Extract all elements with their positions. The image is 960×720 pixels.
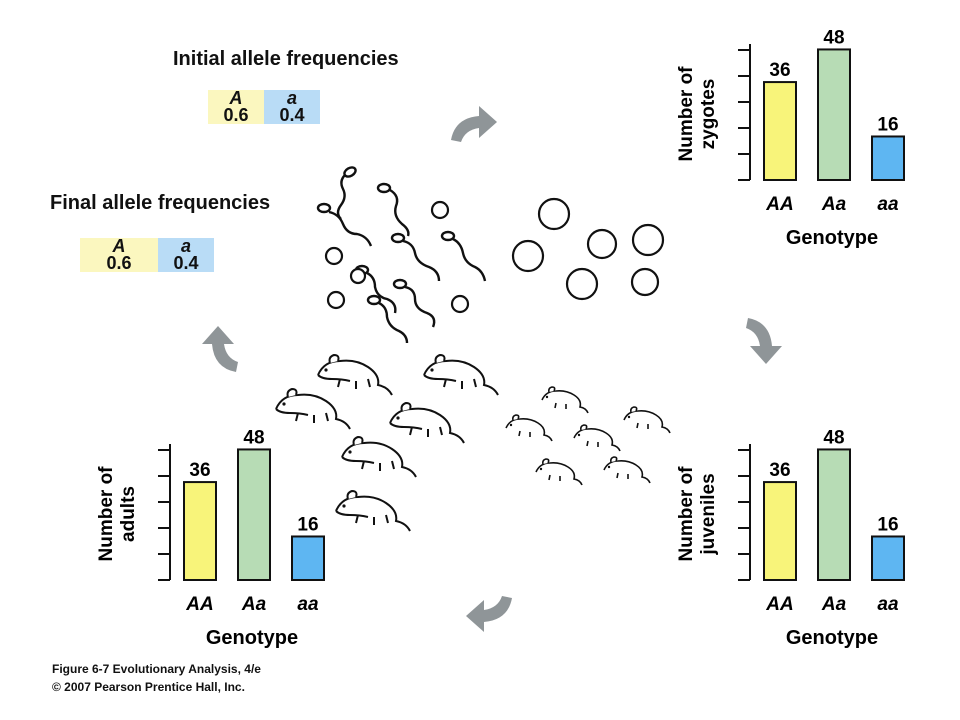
- sperm-icon: [392, 278, 436, 328]
- allele-frequency: 0.6: [223, 105, 249, 125]
- bar-aa: [291, 535, 325, 582]
- x-tick-label: AA: [765, 594, 793, 615]
- sperm-icon: [390, 232, 441, 282]
- mouse-icon: [389, 402, 465, 444]
- juvenile-mouse-icon: [603, 456, 651, 484]
- juvenile-mouse-icon: [573, 424, 621, 452]
- bar-AA: [763, 81, 797, 181]
- bar-Aa: [237, 448, 271, 581]
- bar-aa: [871, 535, 905, 582]
- bar-value-label: 48: [243, 427, 264, 448]
- final-allele-a-cell: a 0.4: [158, 236, 214, 273]
- bar-Aa: [817, 448, 851, 581]
- bar-value-label: 16: [297, 514, 318, 535]
- y-axis-label: Number ofjuveniles: [676, 466, 719, 562]
- x-tick-label: Aa: [821, 194, 847, 215]
- allele-frequency: 0.4: [173, 253, 199, 273]
- x-tick-label: Aa: [821, 594, 847, 615]
- bar-value-label: 16: [877, 514, 898, 535]
- mouse-icon: [275, 388, 351, 430]
- initial-frequencies-table: A 0.6 a 0.4: [208, 88, 320, 125]
- figure-caption: Figure 6-7 Evolutionary Analysis, 4/e: [52, 662, 261, 676]
- sperm-icon: [336, 166, 357, 220]
- copyright-notice: © 2007 Pearson Prentice Hall, Inc.: [52, 680, 245, 694]
- y-axis-label: Number ofadults: [96, 466, 139, 562]
- x-tick-label: AA: [185, 594, 213, 615]
- x-tick-label: AA: [765, 194, 793, 215]
- mouse-icon: [317, 354, 393, 396]
- juvenile-mouse-icon: [535, 458, 583, 486]
- x-axis-label: Genotype: [206, 627, 298, 649]
- x-tick-label: aa: [877, 594, 899, 615]
- sperm-icon: [316, 202, 373, 247]
- adults-chart-svg: Number ofadults 36 AA 48 Aa 16 aa Genotype: [96, 427, 325, 649]
- allele-frequency: 0.4: [279, 105, 305, 125]
- bar-aa: [871, 135, 905, 182]
- sperm-icon: [366, 294, 409, 344]
- initial-frequencies-heading: Initial allele frequencies: [173, 48, 399, 70]
- x-tick-label: aa: [877, 194, 899, 215]
- zygotes-chart-svg: Number ofzygotes 36 AA 48 Aa 16 aa Genotype: [676, 27, 905, 249]
- bar-AA: [183, 481, 217, 581]
- cycle-arrow-icon: [466, 596, 512, 632]
- adult-mice-illustration: [275, 354, 499, 532]
- juvenile-mouse-icon: [541, 386, 589, 414]
- allele-frequency: 0.6: [106, 253, 132, 273]
- juvenile-mouse-icon: [623, 406, 671, 434]
- x-axis-label: Genotype: [786, 227, 878, 249]
- allele-label: A: [229, 88, 243, 108]
- mouse-icon: [341, 436, 417, 478]
- sperm-icon: [376, 182, 410, 237]
- allele-label: a: [286, 88, 297, 108]
- x-tick-label: aa: [297, 594, 319, 615]
- initial-allele-a-cell: a 0.4: [264, 88, 320, 125]
- final-frequencies-table: A 0.6 a 0.4: [80, 236, 214, 273]
- juveniles-chart-svg: Number ofjuveniles 36 AA 48 Aa 16 aa Genotype: [676, 427, 905, 649]
- final-allele-A-cell: A 0.6: [80, 236, 158, 273]
- bar-value-label: 48: [823, 27, 844, 48]
- allele-label: A: [112, 236, 126, 256]
- x-axis-label: Genotype: [786, 627, 878, 649]
- initial-allele-A-cell: A 0.6: [208, 88, 264, 125]
- bar-value-label: 16: [877, 114, 898, 135]
- allele-label: a: [180, 236, 191, 256]
- gametes-illustration: [316, 166, 665, 344]
- juveniles-chart: Number ofjuveniles 36 AA 48 Aa 16 aa Genotype: [660, 420, 940, 665]
- mouse-icon: [423, 354, 499, 396]
- egg-icon: [324, 197, 665, 314]
- sperm-icon: [440, 230, 487, 282]
- adults-chart: Number ofadults 36 AA 48 Aa 16 aa Genotype: [80, 420, 360, 665]
- zygotes-chart: Number ofzygotes 36 AA 48 Aa 16 aa Genotype: [660, 20, 940, 265]
- x-tick-label: Aa: [241, 594, 267, 615]
- bar-value-label: 36: [189, 460, 210, 481]
- juvenile-mice-illustration: [505, 386, 671, 486]
- bar-value-label: 36: [769, 60, 790, 81]
- cycle-arrow-icon: [451, 106, 497, 142]
- cycle-arrow-icon: [746, 318, 782, 364]
- juvenile-mouse-icon: [505, 414, 553, 442]
- mouse-icon: [335, 490, 411, 532]
- bar-value-label: 48: [823, 427, 844, 448]
- bar-AA: [763, 481, 797, 581]
- cycle-arrow-icon: [202, 326, 238, 372]
- bar-Aa: [817, 48, 851, 181]
- bar-value-label: 36: [769, 460, 790, 481]
- y-axis-label: Number ofzygotes: [676, 66, 719, 162]
- final-frequencies-heading: Final allele frequencies: [50, 192, 271, 214]
